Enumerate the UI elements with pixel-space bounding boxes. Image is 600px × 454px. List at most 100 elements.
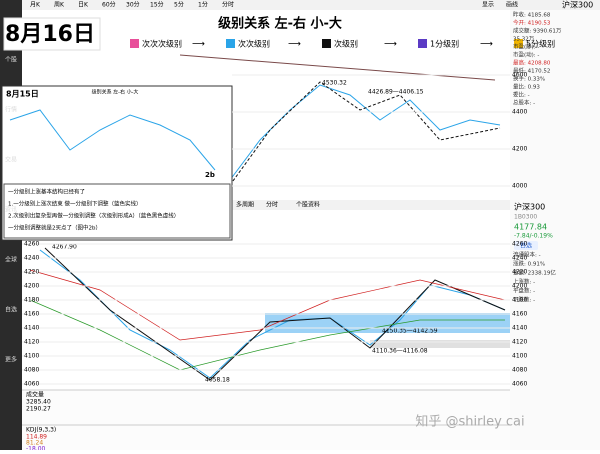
inset-title: 级别关系 左-右 小-大 <box>92 89 139 96</box>
toolbar-tab[interactable]: 5分 <box>174 1 184 9</box>
annotation: 4150.35—4142.59 <box>382 328 438 335</box>
toolbar-tab[interactable]: 30分 <box>126 1 140 9</box>
y-tick-label: 4220 <box>24 269 39 276</box>
stroke-line <box>44 247 506 381</box>
y-tick-label: 4180 <box>512 297 527 304</box>
y-tick-label: 4140 <box>24 325 39 332</box>
level-label: 次级别 <box>334 39 358 49</box>
toolbar-tab[interactable]: 周K <box>54 2 65 9</box>
chart-tab[interactable]: 个股资料 <box>296 201 320 209</box>
quote-row: 换手: 0.33% <box>513 75 545 83</box>
note: 2.次级别出复杂型再做一分级别调整（次级别形成A）（蓝色黑色虚线） <box>8 212 179 220</box>
toolbar-tab[interactable]: 月K <box>30 2 41 9</box>
y-tick-label: 4400 <box>512 109 527 116</box>
watch-button[interactable] <box>514 241 538 250</box>
sidebar-item[interactable]: 自选 <box>5 306 17 314</box>
quote-row: 最高: 4208.80 <box>513 59 551 67</box>
stroke-line <box>229 81 501 186</box>
quote-row: 市盈(动): - <box>513 51 539 59</box>
y-tick-label: 4000 <box>512 183 527 190</box>
quote-row: 金额: 2338.19亿 <box>513 269 556 277</box>
level-swatch <box>322 39 331 48</box>
y-tick-label: 4100 <box>512 353 527 360</box>
quote-row: 上涨数: - <box>513 278 535 286</box>
arrow: ⟶ <box>384 40 397 50</box>
y-tick-label: 4260 <box>24 241 39 248</box>
annotation: 4110.36—4116.08 <box>372 348 428 355</box>
quote-row: 总股本: - <box>513 99 535 107</box>
toolbar <box>22 0 600 10</box>
quote-price: 4177.84 <box>514 223 547 232</box>
date-box <box>3 17 101 51</box>
quote-row: 涨跌: 0.91% <box>513 260 545 268</box>
arrow: ⟶ <box>480 40 493 50</box>
toolbar-action[interactable]: 显示 <box>482 2 494 9</box>
note: 1.一分级别上涨次结束 做一分级别下调整（蓝色实线） <box>8 200 142 208</box>
annotation: 4058.18 <box>205 377 230 384</box>
quote-row: 平盘数: - <box>513 287 535 295</box>
quote-row: 市盈(静): - <box>513 43 539 51</box>
watch-button-label[interactable]: 自选 <box>520 242 532 250</box>
kdj-value: 114.89 <box>26 434 47 441</box>
title: 级别关系 左-右 小-大 <box>218 16 342 32</box>
zone <box>370 340 510 348</box>
indicator-area <box>22 390 510 450</box>
toolbar-tab[interactable]: 60分 <box>102 1 116 9</box>
arrow: ⟶ <box>288 40 301 50</box>
band-line <box>29 269 506 341</box>
quote-row: 昨收: 4185.68 <box>513 11 551 19</box>
quote-row: 下跌数: - <box>513 296 535 304</box>
watermark: 知乎 @shirley cai <box>415 414 524 430</box>
trend-line <box>179 54 496 81</box>
level-label: 5分级别 <box>526 39 555 49</box>
note: 一分级别调整就是2买点了（图中2b） <box>8 224 101 232</box>
y-tick-label: 4120 <box>24 339 39 346</box>
level-label: 1分级别 <box>430 39 459 49</box>
toolbar-tab[interactable]: 日K <box>78 2 89 9</box>
y-tick-label: 4200 <box>512 283 527 290</box>
chart-tab[interactable]: 多周期 <box>236 201 254 209</box>
level-swatch <box>130 39 139 48</box>
sidebar-item[interactable]: 资讯 <box>5 206 17 214</box>
note: 一分级别上涨基本结构已经有了 <box>8 188 85 196</box>
level-label: 次次次级别 <box>142 39 182 49</box>
quote-name: 沪深300 <box>514 202 545 212</box>
toolbar-action[interactable]: 画线 <box>506 1 518 9</box>
toolbar-tab[interactable]: 15分 <box>150 1 164 9</box>
y-tick-label: 4160 <box>24 311 39 318</box>
quote-row: 今开: 4190.53 <box>513 19 551 27</box>
sidebar-item[interactable]: 更多 <box>5 356 17 364</box>
chart-tab[interactable]: 分时 <box>266 201 278 209</box>
quote-panel <box>510 10 600 450</box>
toolbar-tab[interactable]: 分时 <box>222 1 234 9</box>
inset-mark: 2b <box>205 171 215 179</box>
annotation: 4426.89—4406.15 <box>368 89 424 96</box>
kdj-value: -18.00 <box>26 446 46 451</box>
toolbar-tab[interactable]: 1分 <box>198 1 208 9</box>
y-tick-label: 4160 <box>512 311 527 318</box>
level-swatch <box>418 39 427 48</box>
kdj-value: 81.24 <box>26 440 43 447</box>
volume-value: 3285.40 <box>26 399 51 406</box>
y-tick-label: 4260 <box>512 241 527 248</box>
y-tick-label: 4180 <box>24 297 39 304</box>
sidebar-item[interactable]: 全球 <box>5 256 17 264</box>
y-tick-label: 4060 <box>24 381 39 388</box>
sidebar-item[interactable]: 行情 <box>5 106 17 114</box>
level-label: 次次级别 <box>238 39 270 49</box>
quote-change: -7.84/-0.19% <box>514 233 553 240</box>
y-tick-label: 4120 <box>512 339 527 346</box>
quote-row: 成交额: 9390.61万 <box>513 27 562 35</box>
y-tick-label: 4060 <box>512 381 527 388</box>
sidebar-item[interactable]: 交易 <box>5 156 17 164</box>
sidebar-item[interactable]: 个股 <box>5 57 17 64</box>
volume-value: 2190.27 <box>26 406 51 413</box>
quote-row: 流通股本: - <box>513 251 541 259</box>
annotation: 4267.90 <box>52 244 77 251</box>
inset-line <box>9 109 216 171</box>
toolbar-symbol: 沪深300 <box>562 0 593 10</box>
level-swatch <box>514 39 523 48</box>
quote-row: 量比: 0.93 <box>513 83 540 91</box>
y-tick-label: 4100 <box>24 353 39 360</box>
